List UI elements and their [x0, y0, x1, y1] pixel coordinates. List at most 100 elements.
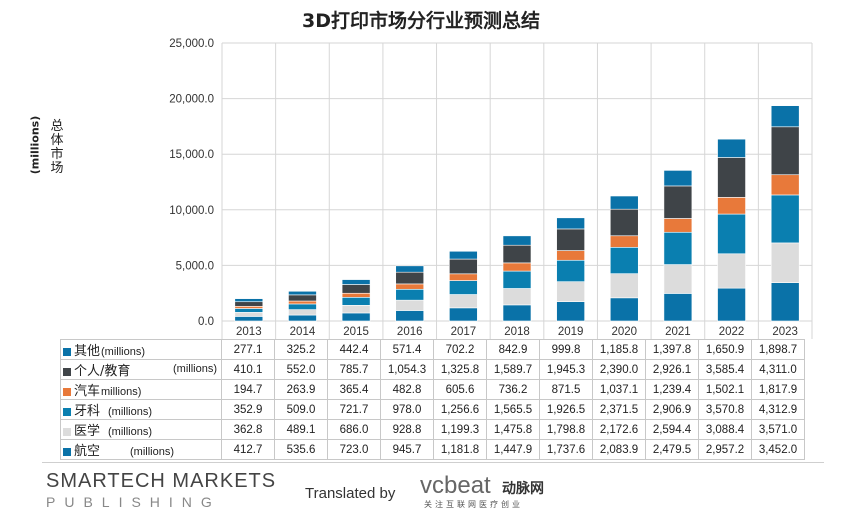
table-cell: 263.9 — [274, 379, 328, 400]
y-axis-label-text: 总体市场 — [50, 119, 64, 176]
table-cell: 482.8 — [380, 379, 434, 400]
bar-segment-2019-3 — [556, 250, 585, 261]
bar-segment-2021-2 — [663, 231, 693, 265]
bar-segment-2017-4 — [449, 258, 478, 275]
bar-segment-2013-3 — [234, 305, 264, 309]
table-cell: 1,737.6 — [539, 439, 593, 460]
legend-unit: (millions) — [173, 363, 217, 375]
table-cell: 1,475.8 — [486, 419, 540, 440]
bar-segment-2016-0 — [395, 310, 425, 322]
translated-by-text: Translated by — [305, 485, 396, 502]
x-tick-label: 2018 — [504, 326, 530, 338]
table-cell: 2,594.4 — [645, 419, 699, 440]
bar-segment-2015-5 — [341, 279, 371, 285]
table-row: 其他(millions) 277.1 325.2 442.4 571.4 702.2 842… — [60, 339, 805, 360]
legend-label: 其他 — [74, 344, 101, 359]
bar-segment-2013-4 — [234, 301, 264, 307]
bar-segment-2014-3 — [288, 300, 317, 305]
table-cell: 2,371.5 — [592, 399, 646, 420]
bar-segment-2021-5 — [663, 170, 693, 187]
table-cell: 352.9 — [221, 399, 275, 420]
table-cell: 736.2 — [486, 379, 540, 400]
legend-swatch — [63, 447, 71, 456]
bar-segment-2016-5 — [395, 265, 425, 273]
table-cell: 194.7 — [221, 379, 275, 400]
table-cell: 2,957.2 — [698, 439, 752, 460]
vcbeat-logo-cn: 动脉网 — [502, 481, 544, 497]
bar-segment-2015-0 — [341, 312, 371, 322]
table-cell: 412.7 — [221, 439, 275, 460]
legend-unit: millions) — [101, 386, 142, 398]
table-cell: 1,181.8 — [433, 439, 487, 460]
table-cell: 3,088.4 — [698, 419, 752, 440]
table-cell: 325.2 — [274, 339, 328, 360]
table-cell: 1,447.9 — [486, 439, 540, 460]
table-cell: 4,311.0 — [751, 359, 805, 380]
bar-segment-2022-3 — [717, 197, 746, 215]
legend-swatch — [63, 347, 71, 356]
legend-label: 牙科 — [74, 404, 101, 419]
x-tick-label: 2021 — [665, 326, 691, 338]
table-cell: 978.0 — [380, 399, 434, 420]
y-tick-label: 15,000.0 — [169, 149, 214, 161]
table-cell: 362.8 — [221, 419, 275, 440]
bar-segment-2023-4 — [770, 126, 800, 176]
y-tick-label: 10,000.0 — [169, 205, 214, 217]
table-cell: 277.1 — [221, 339, 275, 360]
table-cell: 489.1 — [274, 419, 328, 440]
legend-unit: (millions) — [108, 406, 153, 418]
table-cell: 1,502.1 — [698, 379, 752, 400]
table-row: 航空 (millions) 412.7 535.6 723.0 945.7 1,181.8 1… — [60, 439, 805, 460]
table-cell: 1,798.8 — [539, 419, 593, 440]
bar-segment-2021-3 — [663, 218, 693, 233]
y-tick-label: 25,000.0 — [169, 38, 214, 50]
bar-segment-2023-3 — [770, 174, 800, 196]
table-cell: 1,054.3 — [380, 359, 434, 380]
table-cell: 785.7 — [327, 359, 381, 380]
bar-segment-2019-4 — [556, 228, 585, 251]
bar-segment-2021-4 — [663, 185, 693, 219]
table-cell: 3,570.8 — [698, 399, 752, 420]
bar-segment-2015-2 — [341, 297, 371, 306]
bar-segment-2022-4 — [717, 157, 746, 198]
legend-swatch — [63, 407, 71, 416]
bar-segment-2023-0 — [770, 282, 800, 322]
bar-segment-2015-4 — [341, 284, 371, 294]
table-cell: 945.7 — [380, 439, 434, 460]
bar-segment-2014-2 — [288, 303, 317, 310]
chart-bars — [234, 105, 800, 322]
table-cell: 365.4 — [327, 379, 381, 400]
bar-segment-2020-3 — [609, 235, 639, 248]
table-cell: 410.1 — [221, 359, 275, 380]
bar-segment-2017-5 — [449, 250, 478, 260]
table-row: 个人/教育 (millions) 410.1 552.0 785.7 1,054.3 1,3… — [60, 359, 805, 380]
bar-segment-2017-0 — [449, 307, 478, 322]
bar-segment-2022-2 — [717, 213, 746, 255]
table-cell: 1,565.5 — [486, 399, 540, 420]
x-tick-label: 2013 — [236, 326, 262, 338]
table-cell: 1,199.3 — [433, 419, 487, 440]
x-tick-label: 2022 — [719, 326, 745, 338]
table-row: 牙科 (millions) 352.9 509.0 721.7 978.0 1,256.6 1… — [60, 399, 805, 420]
bar-segment-2018-5 — [502, 235, 532, 246]
bar-segment-2014-1 — [288, 309, 317, 316]
bar-segment-2017-3 — [449, 273, 478, 281]
legend-entry: 牙科 (millions) — [60, 399, 222, 420]
x-tick-label: 2014 — [290, 326, 316, 338]
legend-entry: 医学 (millions) — [60, 419, 222, 440]
x-axis-ticks: 2013 2014 2015 2016 2017 2018 2019 2020 2021 2022… — [236, 326, 798, 338]
bar-segment-2013-5 — [234, 298, 264, 303]
legend-entry: 个人/教育 (millions) — [60, 359, 222, 380]
table-cell: 571.4 — [380, 339, 434, 360]
bar-segment-2022-0 — [717, 287, 746, 322]
table-cell: 1,397.8 — [645, 339, 699, 360]
footer-divider — [42, 462, 824, 463]
table-cell: 1,185.8 — [592, 339, 646, 360]
table-cell: 723.0 — [327, 439, 381, 460]
table-cell: 1,945.3 — [539, 359, 593, 380]
bar-segment-2018-1 — [502, 288, 532, 306]
y-axis-label: 总体市场 (millions) — [28, 116, 68, 176]
legend-entry: 汽车millions) — [60, 379, 222, 400]
legend-label: 医学 — [74, 424, 101, 439]
bar-segment-2016-4 — [395, 271, 425, 285]
